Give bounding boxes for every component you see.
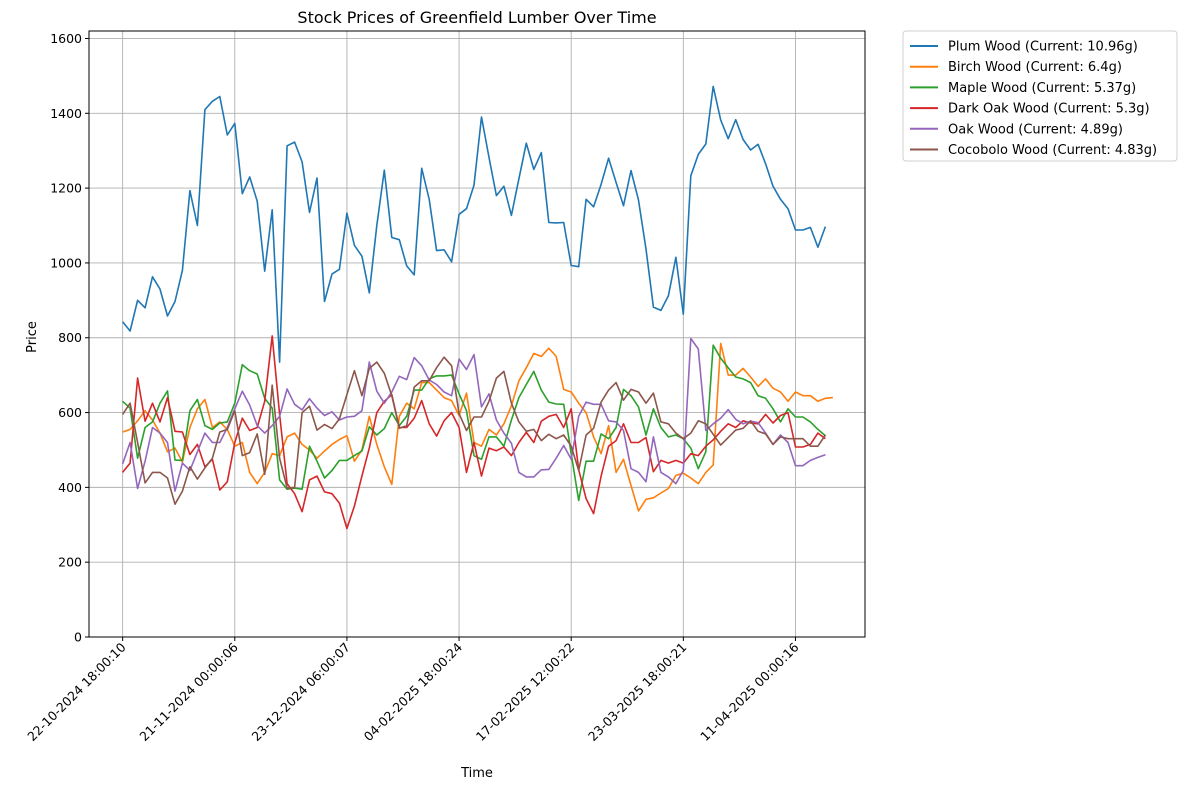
legend-box bbox=[902, 30, 1178, 162]
legend-entry: Oak Wood (Current: 4.89g) bbox=[948, 122, 1123, 137]
legend: Plum Wood (Current: 10.96g) Birch Wood (C… bbox=[902, 30, 1178, 162]
y-tick-label: 1200 bbox=[50, 181, 82, 196]
series-line-5 bbox=[121, 356, 827, 506]
y-axis-label: Price bbox=[25, 321, 40, 353]
legend-entry: Birch Wood (Current: 6.4g) bbox=[948, 60, 1122, 75]
y-axis-ticks: 0 200 400 600 800 1000 1200 1400 1600 bbox=[50, 31, 89, 645]
y-tick-label: 1400 bbox=[50, 106, 82, 121]
x-axis-label: Time bbox=[460, 766, 493, 781]
legend-entry: Plum Wood (Current: 10.96g) bbox=[948, 40, 1138, 55]
y-tick-label: 400 bbox=[58, 480, 82, 495]
grid bbox=[89, 31, 865, 638]
y-tick-label: 200 bbox=[58, 555, 82, 570]
y-tick-label: 0 bbox=[74, 630, 82, 645]
y-tick-label: 1600 bbox=[50, 31, 82, 46]
y-tick-label: 1000 bbox=[50, 255, 82, 270]
chart-title: Stock Prices of Greenfield Lumber Over T… bbox=[297, 8, 656, 27]
y-tick-label: 800 bbox=[58, 330, 82, 345]
legend-entry: Dark Oak Wood (Current: 5.3g) bbox=[948, 102, 1150, 117]
series-line-3 bbox=[121, 335, 826, 530]
series-lines bbox=[121, 85, 833, 530]
plot-frame bbox=[88, 30, 866, 638]
y-tick-label: 600 bbox=[58, 405, 82, 420]
series-line-2 bbox=[122, 344, 826, 502]
legend-entry: Maple Wood (Current: 5.37g) bbox=[948, 81, 1136, 96]
legend-entry: Cocobolo Wood (Current: 4.83g) bbox=[948, 143, 1157, 158]
series-line-1 bbox=[122, 342, 833, 512]
series-line-0 bbox=[121, 85, 827, 363]
